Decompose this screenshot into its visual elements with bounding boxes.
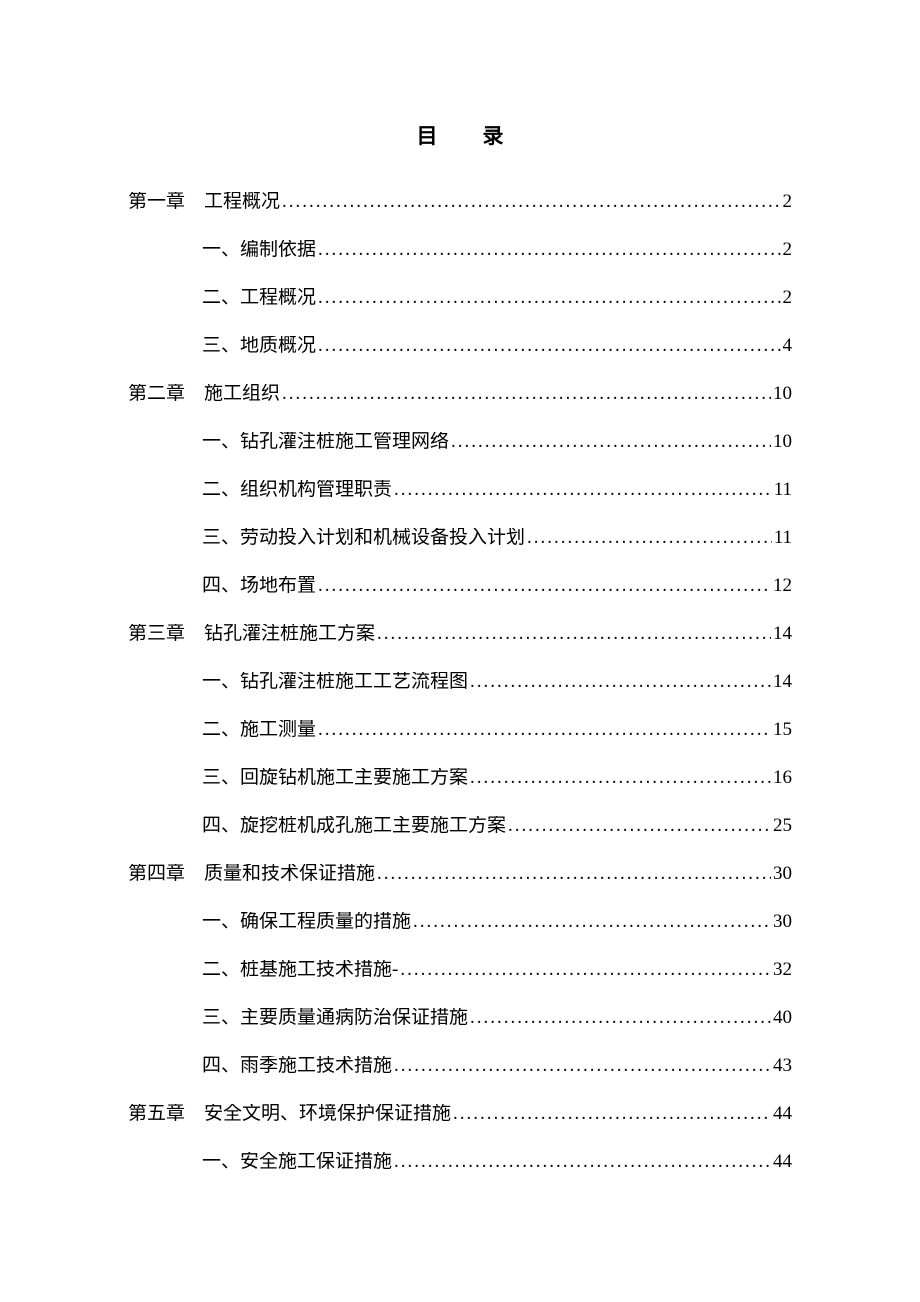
toc-entry: 第一章 工程概况 2	[128, 192, 792, 211]
toc-entry-label: 一、编制依据	[202, 240, 316, 259]
toc-entry: 一、编制依据 2	[128, 240, 792, 259]
toc-leader-dots	[451, 432, 771, 451]
toc-leader-dots	[377, 624, 771, 643]
toc-leader-dots	[508, 816, 771, 835]
toc-entry-page: 16	[773, 768, 792, 787]
toc-entry-label: 一、确保工程质量的措施	[202, 912, 411, 931]
toc-entry: 一、钻孔灌注桩施工管理网络 10	[128, 432, 792, 451]
toc-entry-label: 第五章 安全文明、环境保护保证措施	[128, 1104, 451, 1123]
toc-entry-page: 11	[774, 528, 792, 547]
toc-entry-label: 四、场地布置	[202, 576, 316, 595]
toc-entry: 一、安全施工保证措施 44	[128, 1152, 792, 1171]
toc-entry-page: 40	[773, 1008, 792, 1027]
toc-entry-label: 第一章 工程概况	[128, 192, 280, 211]
toc-entry-label: 二、组织机构管理职责	[202, 480, 392, 499]
toc-entry: 第五章 安全文明、环境保护保证措施 44	[128, 1104, 792, 1123]
toc-entry: 三、主要质量通病防治保证措施 40	[128, 1008, 792, 1027]
toc-entry-label: 二、桩基施工技术措施-	[202, 960, 398, 979]
toc-entry: 二、桩基施工技术措施- 32	[128, 960, 792, 979]
toc-entry-page: 43	[773, 1056, 792, 1075]
toc-entry-page: 4	[783, 336, 793, 355]
toc-entry: 一、确保工程质量的措施 30	[128, 912, 792, 931]
toc-entry-label: 一、钻孔灌注桩施工工艺流程图	[202, 672, 468, 691]
toc-entry: 三、回旋钻机施工主要施工方案 16	[128, 768, 792, 787]
table-of-contents: 第一章 工程概况 2 一、编制依据 2 二、工程概况 2 三、地质概况 4 第二章 施工组织 10…	[128, 192, 792, 1171]
toc-entry-page: 25	[773, 816, 792, 835]
toc-entry-page: 10	[773, 432, 792, 451]
toc-entry: 四、场地布置 12	[128, 576, 792, 595]
toc-entry: 二、施工测量 15	[128, 720, 792, 739]
toc-leader-dots	[470, 768, 771, 787]
toc-leader-dots	[318, 336, 780, 355]
toc-entry-page: 10	[773, 384, 792, 403]
toc-leader-dots	[282, 192, 780, 211]
toc-leader-dots	[400, 960, 771, 979]
toc-entry: 二、组织机构管理职责 11	[128, 480, 792, 499]
toc-entry-page: 44	[773, 1152, 792, 1171]
toc-leader-dots	[394, 1152, 771, 1171]
toc-entry-page: 2	[783, 240, 793, 259]
toc-entry-page: 30	[773, 912, 792, 931]
toc-entry-page: 30	[773, 864, 792, 883]
toc-entry-label: 第三章 钻孔灌注桩施工方案	[128, 624, 375, 643]
toc-entry-label: 四、雨季施工技术措施	[202, 1056, 392, 1075]
toc-entry-label: 第二章 施工组织	[128, 384, 280, 403]
toc-leader-dots	[470, 1008, 771, 1027]
toc-entry-label: 三、回旋钻机施工主要施工方案	[202, 768, 468, 787]
toc-entry-label: 二、工程概况	[202, 288, 316, 307]
toc-entry: 一、钻孔灌注桩施工工艺流程图 14	[128, 672, 792, 691]
toc-leader-dots	[318, 288, 780, 307]
toc-entry-label: 四、旋挖桩机成孔施工主要施工方案	[202, 816, 506, 835]
toc-leader-dots	[394, 480, 772, 499]
toc-entry-page: 32	[773, 960, 792, 979]
toc-entry: 第四章 质量和技术保证措施 30	[128, 864, 792, 883]
toc-leader-dots	[394, 1056, 771, 1075]
toc-entry: 三、地质概况 4	[128, 336, 792, 355]
toc-entry-label: 三、劳动投入计划和机械设备投入计划	[202, 528, 525, 547]
toc-entry-label: 一、钻孔灌注桩施工管理网络	[202, 432, 449, 451]
toc-entry-label: 二、施工测量	[202, 720, 316, 739]
toc-entry-label: 三、主要质量通病防治保证措施	[202, 1008, 468, 1027]
toc-entry-page: 44	[773, 1104, 792, 1123]
toc-entry: 第三章 钻孔灌注桩施工方案 14	[128, 624, 792, 643]
toc-entry: 第二章 施工组织 10	[128, 384, 792, 403]
toc-leader-dots	[470, 672, 771, 691]
toc-entry: 四、旋挖桩机成孔施工主要施工方案 25	[128, 816, 792, 835]
toc-entry-page: 14	[773, 624, 792, 643]
toc-entry-page: 14	[773, 672, 792, 691]
toc-leader-dots	[318, 576, 771, 595]
toc-entry-label: 第四章 质量和技术保证措施	[128, 864, 375, 883]
toc-leader-dots	[527, 528, 772, 547]
toc-entry-page: 12	[773, 576, 792, 595]
toc-entry: 二、工程概况 2	[128, 288, 792, 307]
toc-entry-page: 15	[773, 720, 792, 739]
toc-leader-dots	[318, 240, 780, 259]
toc-leader-dots	[318, 720, 771, 739]
toc-title: 目 录	[128, 120, 792, 150]
toc-entry-label: 一、安全施工保证措施	[202, 1152, 392, 1171]
toc-entry: 三、劳动投入计划和机械设备投入计划 11	[128, 528, 792, 547]
toc-entry: 四、雨季施工技术措施 43	[128, 1056, 792, 1075]
toc-entry-page: 11	[774, 480, 792, 499]
toc-leader-dots	[453, 1104, 771, 1123]
toc-leader-dots	[413, 912, 771, 931]
toc-entry-label: 三、地质概况	[202, 336, 316, 355]
toc-entry-page: 2	[783, 288, 793, 307]
toc-leader-dots	[377, 864, 771, 883]
toc-leader-dots	[282, 384, 771, 403]
toc-entry-page: 2	[783, 192, 793, 211]
